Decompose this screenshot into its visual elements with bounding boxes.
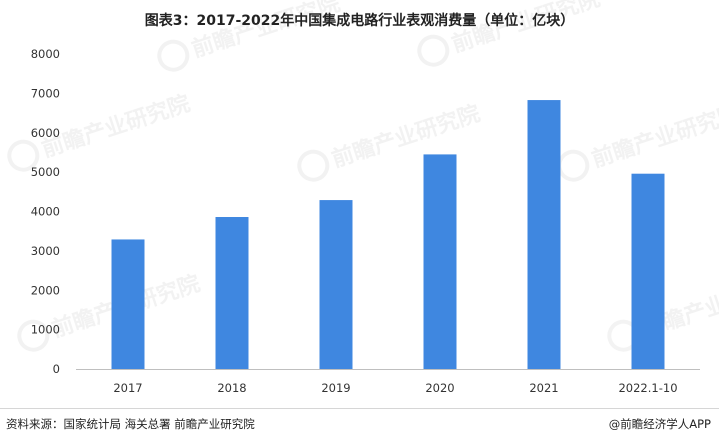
bar [423,154,457,369]
y-tick-label: 1000 [31,323,60,337]
x-tick-label: 2020 [425,381,454,395]
brand-credit: @前瞻经济学人APP [608,417,711,431]
y-tick-label: 3000 [31,244,60,258]
y-tick-label: 8000 [31,47,60,61]
y-tick-label: 2000 [31,283,60,297]
x-tick-label: 2017 [113,381,142,395]
y-tick-label: 7000 [31,86,60,100]
bar [215,217,249,369]
bar [319,200,353,369]
x-axis: 2017 2018 2019 2020 2021 2022.1-10 [76,369,700,395]
svg-text:前瞻产业研究院: 前瞻产业研究院 [39,90,194,162]
y-tick-label: 0 [53,362,60,376]
y-tick-label: 5000 [31,165,60,179]
bars [111,100,665,369]
y-tick-label: 6000 [31,126,60,140]
watermark-logo: 前瞻产业研究院 [417,0,604,67]
x-tick-label: 2019 [321,381,350,395]
source-note: 资料来源：国家统计局 海关总署 前瞻产业研究院 [6,417,255,431]
footer-divider [0,408,719,409]
x-tick-label: 2021 [529,381,558,395]
svg-text:前瞻产业研究院: 前瞻产业研究院 [189,0,344,63]
bar [631,173,665,369]
svg-text:前瞻产业研究院: 前瞻产业研究院 [329,100,484,172]
x-tick-label: 2022.1-10 [618,381,677,395]
svg-text:前瞻产业研究院: 前瞻产业研究院 [589,100,719,172]
y-axis: 0 1000 2000 3000 4000 5000 6000 7000 8000 [31,47,60,376]
watermark-logo: 前瞻产业研究院 [17,270,203,352]
x-tick-label: 2018 [217,381,246,395]
watermark-logo: 前瞻产业研究院 [157,0,344,72]
chart-title: 图表3：2017-2022年中国集成电路行业表观消费量（单位：亿块） [144,13,575,29]
watermark-logo: 前瞻产业研究院 [557,100,719,182]
y-tick-label: 4000 [31,205,60,219]
bar [111,239,145,369]
svg-text:前瞻产业研究院: 前瞻产业研究院 [449,0,604,58]
bar [527,100,561,369]
